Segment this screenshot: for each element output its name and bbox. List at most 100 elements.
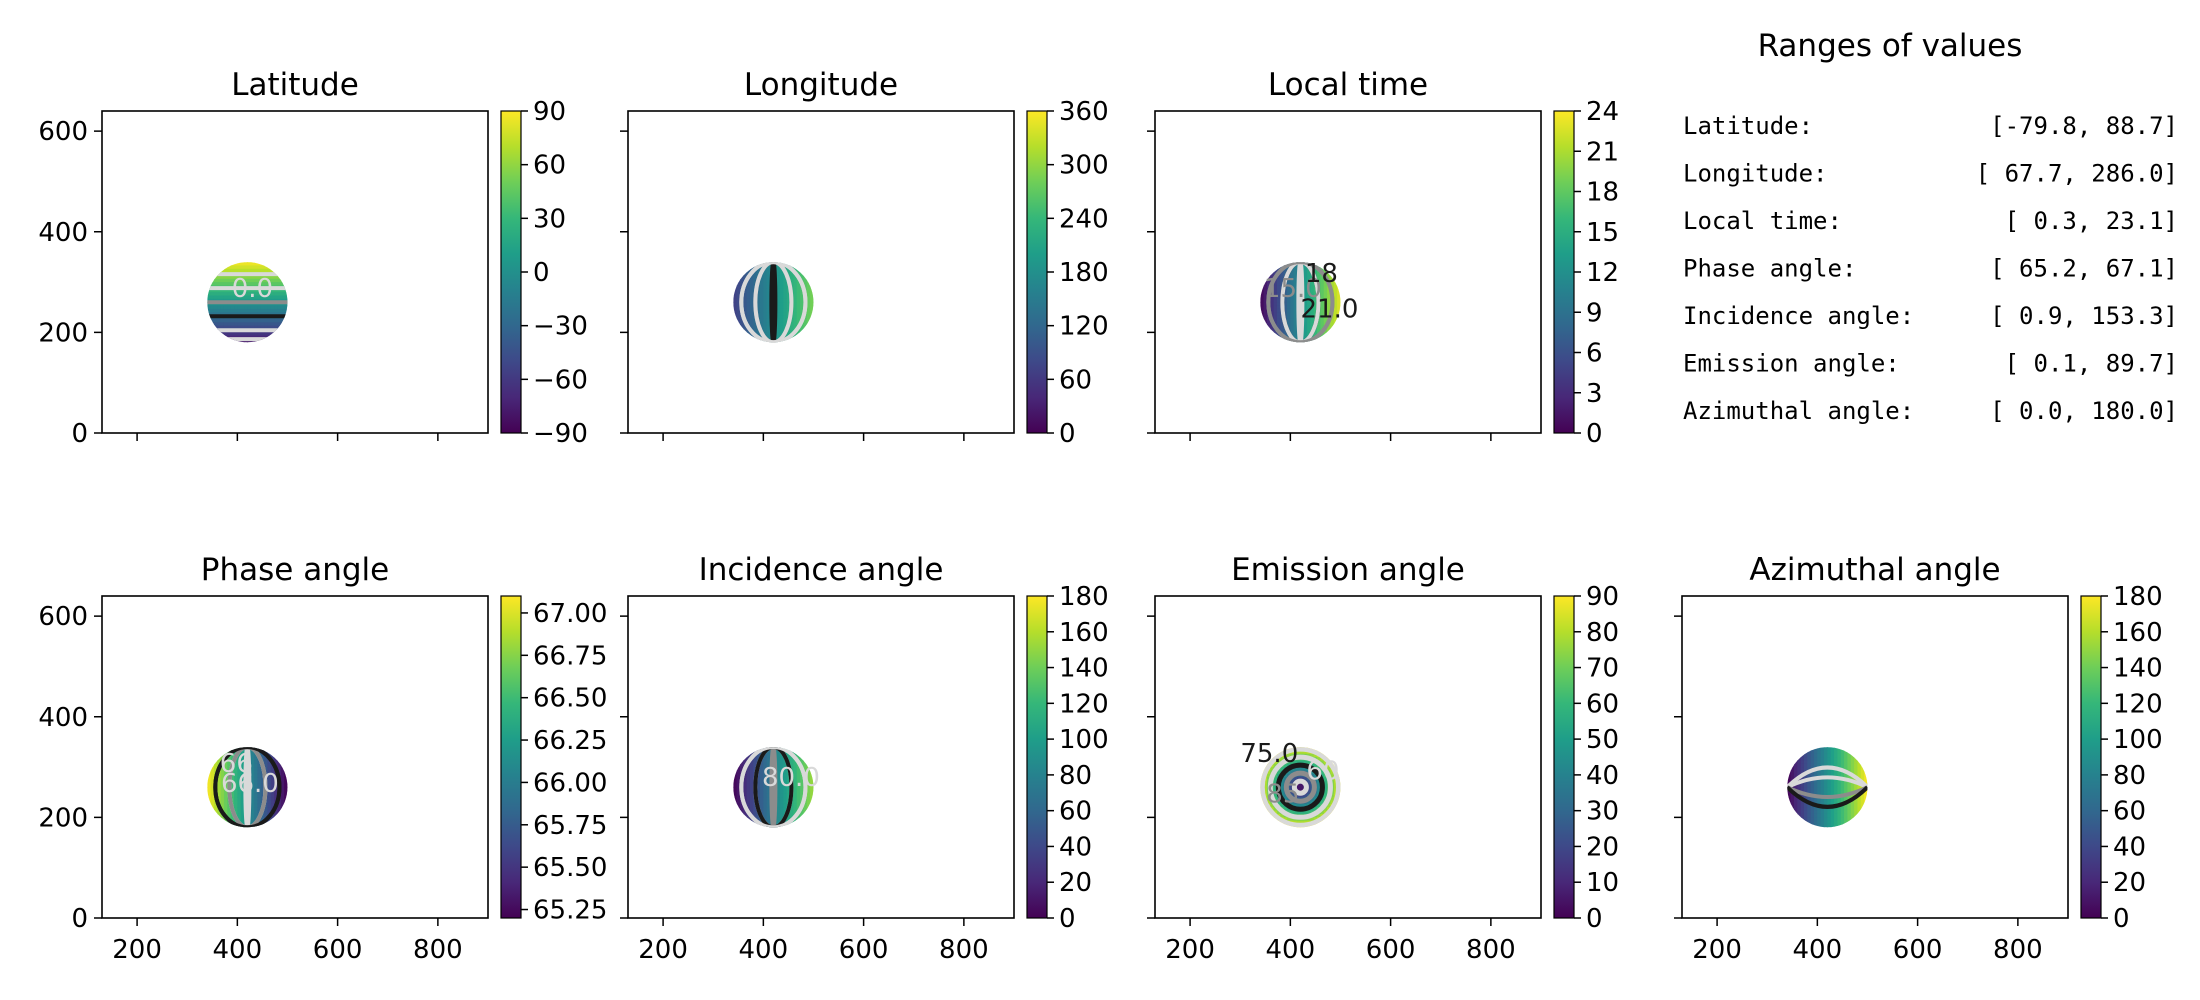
heatmap-cell [277, 767, 282, 772]
heatmap-cell [803, 767, 808, 772]
heatmap-cell [280, 282, 285, 287]
heatmap-cell [240, 800, 245, 805]
heatmap-cell [1320, 747, 1325, 752]
heatmap-cell [1864, 807, 1868, 812]
heatmap-cell [1864, 800, 1868, 805]
heatmap-cell [776, 322, 781, 327]
heatmap-cell [749, 308, 754, 313]
heatmap-cell [267, 787, 272, 792]
heatmap-cell [240, 292, 245, 297]
heatmap-cell [1790, 793, 1795, 798]
heatmap-cell [264, 275, 269, 280]
heatmap-cell [736, 325, 741, 330]
heatmap-cell [1850, 787, 1855, 792]
heatmap-cell [1847, 813, 1852, 818]
heatmap-cell [796, 780, 801, 785]
heatmap-cell [736, 265, 741, 270]
heatmap-cell [1854, 817, 1859, 822]
heatmap-cell [210, 770, 215, 775]
colorbar-tick-label: 0 [1586, 419, 1603, 449]
heatmap-cell [1327, 305, 1332, 310]
heatmap-cell [280, 823, 285, 828]
heatmap-cell [1834, 817, 1838, 822]
heatmap-cell [756, 285, 761, 290]
heatmap-cell [1293, 288, 1298, 293]
heatmap-cell [803, 315, 808, 320]
heatmap-cell [1834, 773, 1838, 778]
heatmap-cell [1276, 318, 1281, 323]
heatmap-cell [254, 777, 258, 782]
heatmap-cell [1280, 328, 1285, 333]
heatmap-cell [264, 305, 269, 310]
heatmap-cell [1323, 308, 1328, 313]
heatmap-cell [213, 332, 218, 337]
heatmap-cell [746, 777, 751, 782]
heatmap-cell [280, 278, 285, 283]
heatmap-cell [267, 332, 272, 337]
heatmap-cell [234, 803, 238, 808]
heatmap-cell [1807, 757, 1812, 762]
heatmap-cell [1854, 753, 1859, 758]
heatmap-cell [1290, 285, 1295, 290]
heatmap-cell [1270, 820, 1275, 825]
heatmap-cell [220, 800, 225, 805]
heatmap-cell [793, 262, 798, 267]
heatmap-cell [776, 790, 781, 795]
heatmap-cell [1793, 820, 1798, 825]
heatmap-cell [1844, 813, 1849, 818]
heatmap-cell [1827, 787, 1832, 792]
heatmap-cell [1303, 278, 1308, 283]
heatmap-cell [796, 312, 801, 317]
heatmap-cell [1290, 770, 1295, 775]
heatmap-cell [1287, 817, 1291, 822]
heatmap-cell [810, 780, 814, 785]
heatmap-cell [284, 338, 288, 343]
heatmap-cell [1787, 820, 1792, 825]
axes-frame [1154, 595, 1542, 919]
heatmap-cell [1313, 773, 1318, 778]
heatmap-cell [786, 753, 791, 758]
heatmap-cell [810, 312, 814, 317]
heatmap-cell [1844, 810, 1849, 815]
heatmap-cell [284, 275, 288, 280]
heatmap-cell [1323, 335, 1328, 340]
heatmap-cell [217, 322, 222, 327]
heatmap-cell [1817, 757, 1822, 762]
heatmap-cell [806, 335, 811, 340]
heatmap-cell [1263, 810, 1268, 815]
heatmap-cell [756, 332, 761, 337]
heatmap-cell [1807, 780, 1812, 785]
heatmap-cell [264, 322, 269, 327]
heatmap-cell [234, 807, 238, 812]
colorbar-tick-label: 0 [1586, 904, 1603, 934]
heatmap-cell [1273, 292, 1278, 297]
heatmap-cell [1820, 760, 1825, 765]
heatmap-cell [1860, 793, 1865, 798]
heatmap-cell [1847, 757, 1852, 762]
heatmap-cell [1864, 813, 1868, 818]
heatmap-cell [806, 285, 811, 290]
heatmap-cell [749, 793, 754, 798]
heatmap-cell [230, 318, 235, 323]
heatmap-cell [250, 773, 255, 778]
x-tick-label: 400 [739, 935, 789, 965]
heatmap-cell [240, 783, 245, 788]
heatmap-cell [267, 820, 272, 825]
heatmap-cell [1857, 803, 1862, 808]
heatmap-cell [1333, 315, 1338, 320]
heatmap-cell [1263, 265, 1268, 270]
heatmap-cell [796, 295, 801, 300]
heatmap-cell [1817, 807, 1822, 812]
heatmap-cell [1810, 810, 1815, 815]
heatmap-cell [280, 325, 285, 330]
heatmap-cell [800, 262, 805, 267]
panel-title: Latitude [231, 67, 359, 103]
heatmap-cell [746, 780, 751, 785]
heatmap-cell [1327, 325, 1332, 330]
heatmap-cell [776, 318, 781, 323]
heatmap-cell [217, 332, 222, 337]
heatmap-cell [1317, 278, 1322, 283]
heatmap-cell [207, 803, 212, 808]
heatmap-cell [753, 325, 758, 330]
heatmap-cell [1313, 777, 1318, 782]
